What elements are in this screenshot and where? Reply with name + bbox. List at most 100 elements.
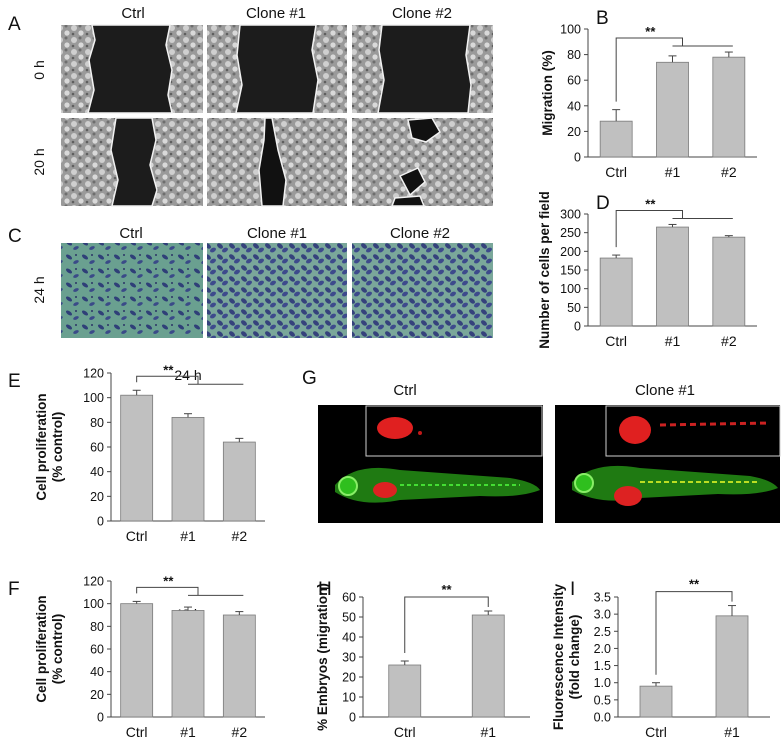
y-tick-label: 20 (90, 490, 104, 504)
category-label: #2 (232, 724, 248, 740)
wound-image-clone2-0h (352, 24, 493, 114)
y-tick-label: 0 (574, 320, 581, 334)
bar-ctrl (639, 685, 673, 718)
bar-ctrl (120, 603, 154, 718)
y-tick-label: 100 (560, 282, 581, 296)
category-label: #2 (721, 164, 737, 180)
bar-ctrl (388, 664, 422, 718)
y-tick-label: 200 (560, 245, 581, 259)
y-axis-title: Fluorescence Intensity(fold change) (551, 583, 582, 730)
significance-bracket (404, 596, 489, 653)
panel-a-col-ctrl: Ctrl (121, 5, 144, 22)
y-tick-label: 0 (574, 151, 581, 165)
category-label: Ctrl (126, 724, 148, 740)
y-axis-title-line: Number of cells per field (537, 191, 552, 349)
chart-i-fluorescence: I 0.0 0.5 1.0 1.5 2.0 2.5 3.0 3.5 Fluorescence In… (551, 577, 770, 740)
chart-e-proliferation-24h: E 24 h 0 20 40 60 80 100 120 Cell proliferation(%… (8, 362, 265, 544)
category-label: #1 (480, 724, 496, 740)
category-label: Ctrl (126, 528, 148, 544)
y-tick-label: 120 (83, 575, 104, 589)
y-axis-title-line: Cell proliferation (34, 595, 49, 702)
y-tick-label: 100 (83, 597, 104, 611)
y-tick-label: 0 (97, 515, 104, 529)
y-tick-label: 80 (90, 416, 104, 430)
y-tick-label: 60 (567, 74, 581, 88)
panel-c-col-clone1: Clone #1 (247, 225, 307, 242)
panel-letter: B (596, 8, 609, 29)
y-tick-label: 0.5 (594, 693, 611, 707)
wound-image-clone1-0h (207, 24, 347, 114)
zebrafish-image-clone1 (555, 405, 781, 523)
y-tick-label: 80 (567, 48, 581, 62)
y-tick-label: 80 (90, 620, 104, 634)
category-label: Ctrl (605, 333, 627, 349)
invasion-image-clone1 (207, 243, 347, 338)
bar-n1 (171, 610, 205, 718)
invasion-image-ctrl (61, 243, 203, 338)
chart-d-cells-per-field: D 0 50 100 150 200 250 300 Number of cells per f… (537, 191, 757, 349)
significance-label: ** (689, 577, 700, 592)
category-label: Ctrl (605, 164, 627, 180)
significance-bracket (615, 37, 683, 102)
chart-b-migration: B 0 20 40 60 80 100 Migration (%) Ctrl #1 #2 ** (540, 8, 757, 180)
panel-a-row-20h: 20 h (31, 148, 47, 175)
y-tick-label: 40 (342, 631, 356, 645)
category-label: #1 (724, 724, 740, 740)
y-tick-label: 120 (83, 367, 104, 381)
y-axis-title: Number of cells per field (537, 191, 552, 349)
y-axis-title: Cell proliferation(% control) (34, 393, 65, 500)
significance-label: ** (441, 582, 452, 597)
y-tick-label: 100 (83, 391, 104, 405)
significance-label: ** (163, 573, 174, 588)
panel-letter: I (570, 579, 575, 600)
significance-bracket (655, 591, 733, 675)
wound-image-clone2-20h (352, 117, 493, 207)
y-axis-title: % Embryos (migration) (315, 583, 330, 731)
panel-g-col-clone1: Clone #1 (635, 382, 695, 399)
y-tick-label: 60 (342, 591, 356, 605)
chart-h-embryos-migration: H 0 10 20 30 40 50 60 % Embryos (migration) Ctrl #… (315, 579, 530, 740)
y-tick-label: 100 (560, 23, 581, 37)
panel-c-col-ctrl: Ctrl (119, 225, 142, 242)
category-label: #2 (232, 528, 248, 544)
y-tick-label: 10 (342, 691, 356, 705)
y-tick-label: 40 (90, 465, 104, 479)
chart-title: 24 h (174, 367, 201, 383)
y-axis-title-line: Cell proliferation (34, 393, 49, 500)
bar-n2 (222, 614, 256, 718)
bar-n2 (712, 236, 746, 327)
bar-n1 (171, 416, 205, 522)
y-tick-label: 50 (342, 611, 356, 625)
y-tick-label: 0.0 (594, 711, 611, 725)
y-tick-label: 2.0 (594, 642, 611, 656)
y-axis-title-line: (% control) (50, 614, 65, 685)
y-axis-title: Migration (%) (540, 50, 555, 136)
y-tick-label: 20 (567, 125, 581, 139)
wound-image-ctrl-20h (61, 117, 203, 207)
category-label: #1 (665, 164, 681, 180)
y-axis-title-line: (% control) (50, 412, 65, 483)
panel-letter-g: G (302, 368, 317, 389)
panel-c-col-clone2: Clone #2 (390, 225, 450, 242)
significance-bracket (136, 586, 199, 596)
panel-letter: H (318, 579, 332, 600)
y-tick-label: 50 (567, 301, 581, 315)
y-tick-label: 2.5 (594, 625, 611, 639)
y-tick-label: 300 (560, 208, 581, 222)
category-label: Ctrl (645, 724, 667, 740)
y-tick-label: 3.5 (594, 591, 611, 605)
zebrafish-image-ctrl (318, 405, 543, 523)
bar-ctrl (599, 257, 633, 327)
panel-letter: F (8, 579, 20, 600)
y-tick-label: 250 (560, 226, 581, 240)
category-label: #2 (721, 333, 737, 349)
significance-label: ** (163, 362, 174, 377)
y-tick-label: 0 (349, 711, 356, 725)
y-tick-label: 1.5 (594, 659, 611, 673)
bar-n2 (712, 56, 746, 158)
y-tick-label: 30 (342, 651, 356, 665)
y-axis-title: Cell proliferation(% control) (34, 595, 65, 702)
y-tick-label: 40 (567, 99, 581, 113)
